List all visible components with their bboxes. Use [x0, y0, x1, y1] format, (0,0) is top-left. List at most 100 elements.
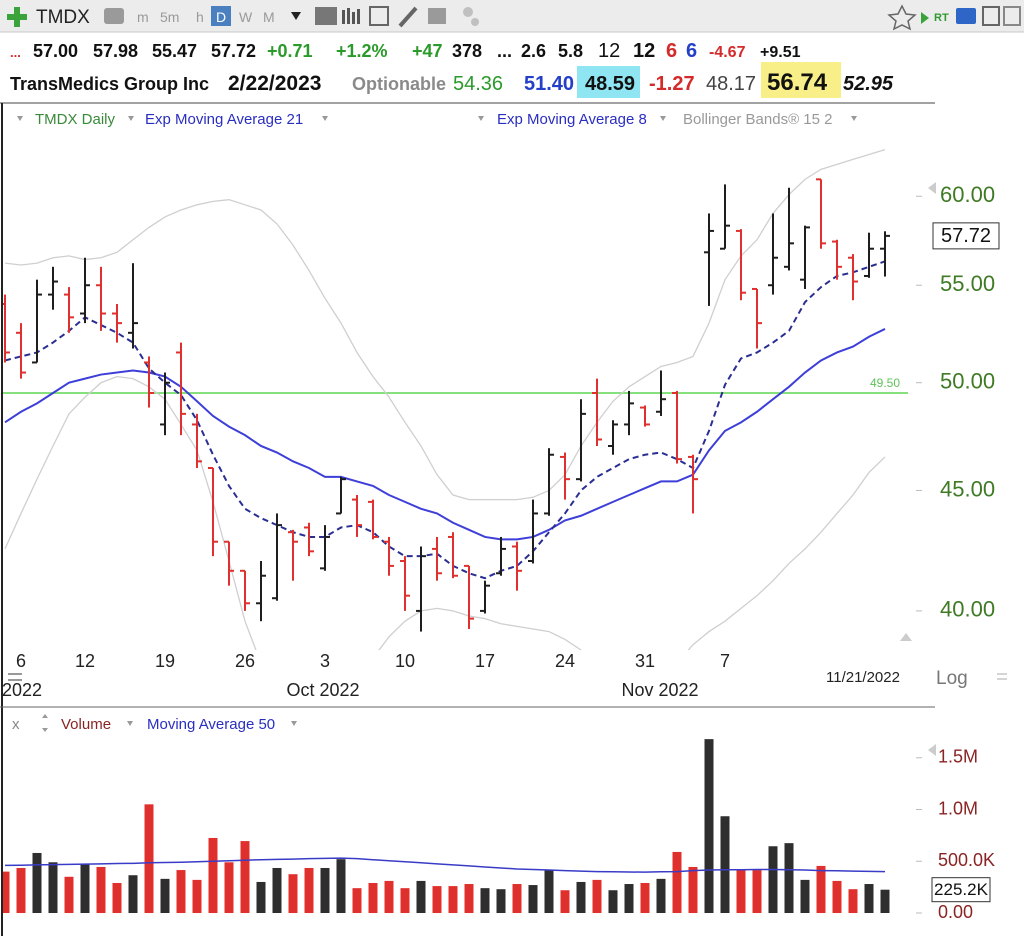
volume-bar	[160, 878, 170, 913]
date-label: 11/21/2022	[826, 669, 900, 686]
indicator-icon[interactable]	[369, 6, 389, 26]
y-tick-label: 55.00	[940, 271, 995, 296]
highlight-cyan	[577, 66, 640, 98]
link-icon-dot	[471, 18, 479, 26]
legend-volume-ma[interactable]: Moving Average 50	[147, 716, 275, 733]
volume-bar	[752, 870, 762, 913]
quote-field: 48.17	[706, 73, 756, 95]
volume-bar	[512, 884, 522, 913]
volume-bar	[576, 881, 586, 913]
quote-field: +0.71	[267, 41, 313, 61]
volume-plot: 0.00 500.0K 1.0M 1.5M 225.2K	[3, 739, 995, 922]
scroll-marker	[928, 182, 936, 194]
last-price-box	[932, 222, 1000, 250]
volume-bar	[848, 889, 858, 913]
toolbar	[0, 0, 1024, 32]
volume-bar	[640, 882, 650, 913]
quote-field: 52.95	[843, 73, 894, 95]
interval[interactable]: m	[137, 9, 149, 25]
volume-legend-icons	[42, 714, 297, 732]
save-icon[interactable]	[982, 6, 1000, 26]
interval[interactable]: D	[216, 9, 226, 25]
volume-bar	[3, 871, 10, 913]
legend-volume[interactable]: Volume	[61, 716, 111, 733]
price-legend	[17, 116, 857, 121]
scale-menu-icon[interactable]	[997, 673, 1007, 680]
volume-bar	[720, 816, 730, 913]
quote-field: 48.59	[585, 73, 635, 95]
legend-ema8[interactable]: Exp Moving Average 8	[497, 111, 647, 128]
link-icon[interactable]	[463, 7, 473, 17]
quote-field: 5.8	[558, 41, 583, 61]
scan-icon[interactable]	[956, 8, 976, 24]
volume-bar	[144, 804, 154, 913]
quote-date: 2/22/2023	[228, 72, 321, 95]
y-tick-label: 40.00	[940, 597, 995, 622]
legend-bollinger[interactable]: Bollinger Bands® 15 2	[683, 111, 832, 128]
volume-bar	[304, 867, 314, 913]
period-label: Oct 2022	[286, 680, 359, 700]
volume-bar	[208, 837, 218, 913]
y-tick-label: 0.00	[938, 902, 973, 922]
highlight-yellow	[761, 62, 841, 98]
x-tick-label: 26	[235, 651, 255, 671]
volume-bar	[352, 888, 362, 913]
bars-icon[interactable]	[342, 8, 360, 24]
volume-bar	[416, 880, 426, 913]
price-clip	[3, 148, 908, 650]
volume-bar	[816, 865, 826, 913]
note-icon[interactable]	[428, 8, 446, 24]
volume-bar	[672, 851, 682, 913]
favorite-icon[interactable]	[887, 4, 917, 31]
interval[interactable]: W	[239, 9, 253, 25]
volume-bar	[624, 884, 634, 913]
volume-bar	[432, 886, 442, 913]
legend-price[interactable]: TMDX Daily	[35, 111, 116, 128]
y-tick-label: 1.0M	[938, 798, 978, 818]
symbol[interactable]: TMDX	[36, 7, 90, 28]
quote-field: 54.36	[453, 73, 503, 95]
volume-bar	[256, 881, 266, 913]
y-tick-label: 50.00	[940, 369, 995, 394]
x-tick-label: 3	[320, 651, 330, 671]
quote-field: 57.98	[93, 41, 138, 61]
interval[interactable]: h	[196, 9, 204, 25]
volume-bar	[544, 870, 554, 913]
volume-bar	[384, 880, 394, 913]
volume-bar	[32, 852, 42, 913]
quote-field: 6	[686, 40, 697, 62]
realtime-badge[interactable]: RT	[934, 12, 949, 24]
add-symbol-icon[interactable]	[7, 7, 27, 27]
quote-field: ...	[497, 41, 512, 61]
last-volume: 225.2K	[934, 880, 989, 899]
alert-icon[interactable]	[921, 12, 929, 24]
interval-dropdown[interactable]	[291, 12, 301, 20]
volume-bar	[592, 879, 602, 913]
quote-field: -4.67	[709, 44, 746, 61]
y-tick-label: 500.0K	[938, 850, 995, 870]
window-icon[interactable]	[1003, 6, 1021, 26]
close-panel[interactable]: x	[12, 716, 20, 733]
y-tick-label: 45.00	[940, 476, 995, 501]
volume-bar	[464, 884, 474, 913]
last-volume-box	[931, 877, 991, 903]
chart-type-icon[interactable]	[315, 7, 337, 25]
quote-line-2: TransMedics Group Inc 2/22/2023 Optionab…	[10, 69, 894, 96]
volume-clip	[3, 739, 890, 913]
legend-ema21[interactable]: Exp Moving Average 21	[145, 111, 303, 128]
x-tick-label: 12	[75, 651, 95, 671]
interval[interactable]: 5m	[160, 9, 179, 25]
x-tick-label: 17	[475, 651, 495, 671]
volume-bar	[192, 879, 202, 913]
layout-icon[interactable]	[104, 8, 124, 24]
quote-field: 51.40	[524, 73, 574, 95]
scroll-icon[interactable]	[8, 673, 22, 681]
interval[interactable]: M	[263, 9, 275, 25]
scale-toggle[interactable]: Log	[936, 668, 968, 689]
y-tick-label: 1.5M	[938, 747, 978, 767]
y-tick-label: 60.00	[940, 182, 995, 207]
draw-icon[interactable]	[398, 6, 418, 28]
price-plot: 40.00 45.00 50.00 55.00 60.00 49.50 6 12 19 26 3 10…	[3, 148, 1000, 671]
quote-field: -1.27	[649, 73, 695, 95]
